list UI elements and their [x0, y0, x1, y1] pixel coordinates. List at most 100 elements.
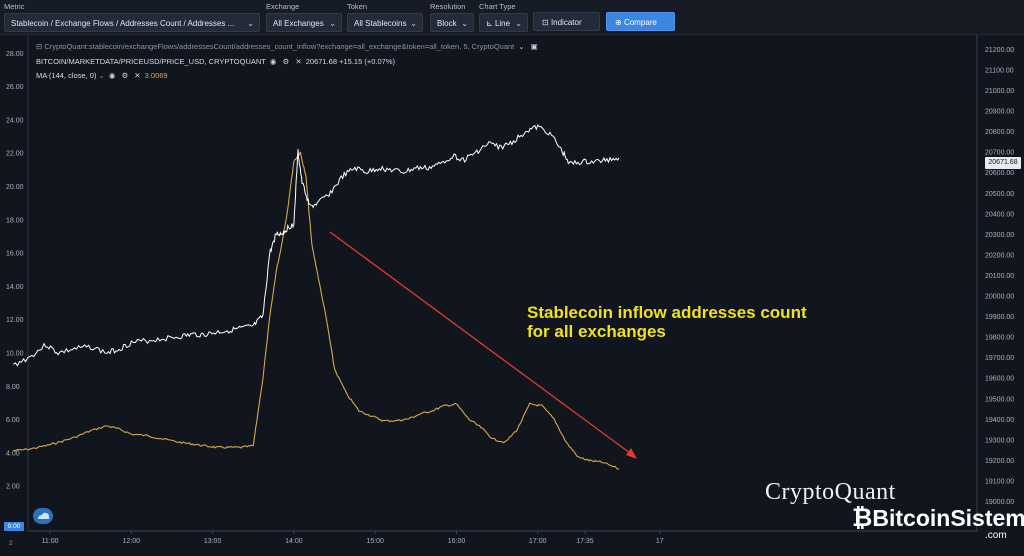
toolbar: Metric Stablecoin / Exchange Flows / Add… — [0, 0, 1024, 35]
legend-ma-controls[interactable]: ◉ ⚙ ✕ — [108, 71, 143, 80]
trend-arrow-line — [329, 231, 635, 457]
left-axis: 34.0032.0030.0028.0026.0024.0022.0020.00… — [6, 18, 24, 491]
right-tick-label: 20000.00 — [985, 294, 1014, 301]
right-tick-label: 19900.00 — [985, 314, 1014, 321]
metric-select[interactable]: Stablecoin / Exchange Flows / Addresses … — [4, 13, 260, 32]
legend-stablecoin[interactable]: ⊟ CryptoQuant:stablecoin/exchangeFlows/a… — [36, 42, 540, 51]
metric-label: Metric — [4, 2, 25, 11]
legend-visibility-icons[interactable]: ⌄ ▣ — [518, 42, 540, 51]
current-price-tag: 20671.68 — [985, 157, 1021, 169]
legend-stablecoin-name: CryptoQuant:stablecoin/exchangeFlows/add… — [44, 42, 515, 51]
right-tick-label: 20800.00 — [985, 129, 1014, 136]
chart-type-select[interactable]: ⊾ Line ⌄ — [479, 13, 528, 32]
resolution-group: Resolution Block ⌄ — [430, 2, 474, 32]
ma-series-line — [13, 151, 620, 470]
x-tick-label: 15:00 — [366, 538, 384, 545]
legend-collapse-icon[interactable]: ⊟ — [36, 42, 45, 51]
left-tick-label: 26.00 — [6, 84, 24, 91]
series-layer — [13, 124, 620, 470]
resolution-value: Block — [437, 19, 457, 28]
right-tick-label: 20400.00 — [985, 211, 1014, 218]
left-tick-label: 10.00 — [6, 351, 24, 358]
left-tick-label: 2.00 — [6, 484, 20, 491]
resolution-select[interactable]: Block ⌄ — [430, 13, 474, 32]
chart-svg[interactable]: 34.0032.0030.0028.0026.0024.0022.0020.00… — [0, 18, 1024, 551]
x-tick-label: 17:00 — [529, 538, 547, 545]
exchange-value: All Exchanges — [273, 19, 324, 28]
right-tick-label: 20300.00 — [985, 232, 1014, 239]
right-tick-label: 19500.00 — [985, 396, 1014, 403]
axis-value-badge: 0.00 — [4, 522, 24, 531]
left-tick-label: 6.00 — [6, 417, 20, 424]
right-tick-label: 20600.00 — [985, 170, 1014, 177]
left-tick-label: 24.00 — [6, 117, 24, 124]
token-group: Token All Stablecoins ⌄ — [347, 2, 423, 32]
compare-button[interactable]: ⊕ Compare — [606, 12, 675, 31]
exchange-label: Exchange — [266, 2, 300, 11]
price-series-line — [13, 124, 620, 367]
right-tick-label: 19200.00 — [985, 458, 1014, 465]
annotation-line-2: for all exchanges — [527, 322, 666, 341]
left-tick-label: 16.00 — [6, 251, 24, 258]
right-axis: 21200.00 21100.00 21000.00 20900.00 20800.00… — [985, 47, 1014, 506]
annotation-line-1: Stablecoin inflow addresses count — [527, 303, 807, 322]
compare-button-label: Compare — [623, 18, 657, 27]
legend-price[interactable]: BITCOIN/MARKETDATA/PRICEUSD/PRICE_USD, C… — [36, 57, 395, 66]
right-tick-label: 19300.00 — [985, 437, 1014, 444]
trend-arrow-head — [626, 448, 637, 459]
watermark-tld: .com — [985, 530, 1007, 541]
trend-arrow — [329, 231, 637, 459]
x-axis: 11:00 12:00 13:00 14:00 15:00 16:00 17:00 17:35… — [42, 531, 664, 545]
legend-ma[interactable]: MA (144, close, 0) ⌄ ◉ ⚙ ✕ 3.0069 — [36, 71, 168, 80]
plus-circle-icon: ⊕ — [615, 18, 624, 27]
metric-value: Stablecoin / Exchange Flows / Addresses … — [11, 19, 235, 28]
right-tick-label: 19600.00 — [985, 376, 1014, 383]
legend-ma-value: 3.0069 — [144, 71, 168, 80]
chevron-down-icon[interactable]: ⌄ — [96, 71, 105, 80]
right-tick-label: 19000.00 — [985, 499, 1014, 506]
bitcoinsistemi-watermark: ₿BitcoinSistemi — [852, 504, 1024, 533]
right-tick-label: 20900.00 — [985, 109, 1014, 116]
legend-price-value: 20671.68 — [305, 57, 338, 66]
right-tick-label: 21100.00 — [985, 67, 1014, 74]
right-tick-label: 19100.00 — [985, 478, 1014, 485]
page-indicator[interactable]: 2 — [9, 540, 13, 547]
metric-group: Metric Stablecoin / Exchange Flows / Add… — [4, 2, 260, 32]
right-tick-label: 20700.00 — [985, 150, 1014, 157]
chevron-down-icon: ⌄ — [247, 19, 254, 28]
cloud-icon-svg — [38, 512, 50, 519]
x-tick-label: 13:00 — [204, 538, 222, 545]
legend-ma-name: MA (144, close, 0) — [36, 71, 97, 80]
left-tick-label: 12.00 — [6, 317, 24, 324]
token-label: Token — [347, 2, 368, 11]
cryptoquant-watermark: CryptoQuant — [765, 479, 896, 505]
chevron-down-icon: ⌄ — [515, 19, 522, 28]
grid — [27, 35, 978, 532]
x-tick-label: 17 — [656, 538, 664, 545]
right-tick-label: 20100.00 — [985, 273, 1014, 280]
annotation-text: Stablecoin inflow addresses count for al… — [527, 303, 927, 341]
indicator-button-label: Indicator — [550, 18, 582, 27]
indicator-icon: ⊡ — [542, 18, 551, 27]
left-tick-label: 22.00 — [6, 151, 24, 158]
token-select[interactable]: All Stablecoins ⌄ — [347, 13, 423, 32]
x-tick-label: 16:00 — [448, 538, 466, 545]
left-tick-label: 20.00 — [6, 184, 24, 191]
legend-price-controls[interactable]: ◉ ⚙ ✕ — [269, 57, 304, 66]
cloud-icon[interactable] — [33, 508, 53, 524]
left-tick-label: 14.00 — [6, 284, 24, 291]
left-tick-label: 18.00 — [6, 217, 24, 224]
exchange-select[interactable]: All Exchanges ⌄ — [266, 13, 342, 32]
chart-type-group: Chart Type ⊾ Line ⌄ — [479, 2, 528, 32]
token-value: All Stablecoins — [354, 19, 407, 28]
chart-type-label: Chart Type — [479, 2, 516, 11]
x-tick-label: 14:00 — [285, 538, 303, 545]
indicator-button[interactable]: ⊡ Indicator — [533, 12, 600, 31]
legend-price-name: BITCOIN/MARKETDATA/PRICEUSD/PRICE_USD, C… — [36, 57, 266, 66]
chart-area[interactable]: 34.0032.0030.0028.0026.0024.0022.0020.00… — [0, 18, 1024, 551]
right-tick-label: 21200.00 — [985, 47, 1014, 54]
x-tick-label: 12:00 — [123, 538, 141, 545]
legend-price-change: +15.15 (+0.07%) — [339, 57, 395, 66]
right-tick-label: 20500.00 — [985, 191, 1014, 198]
right-tick-label: 19800.00 — [985, 335, 1014, 342]
